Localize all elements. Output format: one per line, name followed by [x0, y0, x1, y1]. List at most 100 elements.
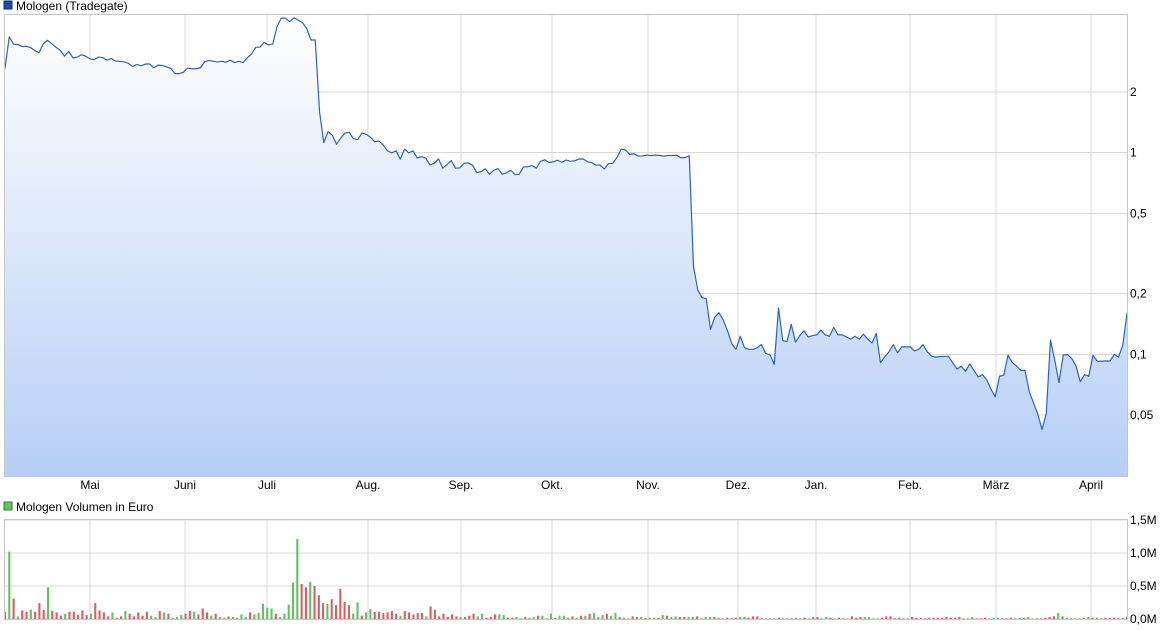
volume-bar	[519, 618, 522, 619]
volume-bar	[373, 611, 376, 619]
volume-bar	[356, 602, 359, 619]
volume-bar	[868, 617, 871, 619]
volume-bar	[855, 617, 858, 619]
x-tick-label: Jan.	[805, 478, 828, 492]
volume-bar	[799, 618, 802, 619]
volume-bar	[825, 617, 828, 619]
volume-bar	[274, 613, 277, 619]
volume-bar	[653, 617, 656, 619]
volume-bar	[923, 618, 926, 619]
volume-bar	[945, 617, 948, 619]
volume-legend-swatch	[3, 501, 13, 511]
volume-bar	[55, 612, 58, 619]
volume-bar	[197, 614, 200, 619]
volume-bar	[760, 617, 763, 619]
volume-bar	[734, 617, 737, 619]
volume-bar	[236, 617, 239, 619]
volume-bars	[3, 539, 1129, 619]
volume-bar	[193, 611, 196, 619]
x-tick-label: Mai	[80, 478, 99, 492]
volume-bar	[137, 612, 140, 619]
volume-bar	[954, 617, 957, 619]
price-plot-frame	[4, 14, 1128, 477]
volume-bar	[1044, 617, 1047, 619]
volume-bar	[206, 612, 209, 619]
volume-bar	[485, 617, 488, 619]
volume-bar	[1104, 617, 1107, 619]
volume-bar	[433, 609, 436, 619]
price-y-tick-label: 0,5	[1130, 206, 1147, 220]
volume-bar	[489, 617, 492, 619]
volume-bar	[704, 617, 707, 619]
volume-bar	[971, 617, 974, 619]
volume-y-tick-label: 1,5M	[1130, 513, 1157, 527]
volume-bar	[580, 615, 583, 619]
volume-bar	[468, 615, 471, 619]
volume-bar	[794, 617, 798, 619]
volume-bar	[132, 616, 136, 619]
volume-bar	[1065, 617, 1068, 619]
volume-bar	[1039, 618, 1043, 619]
volume-bar	[257, 613, 260, 619]
volume-bar	[1027, 617, 1030, 619]
volume-bar	[218, 617, 221, 619]
volume-bar	[72, 611, 75, 619]
volume-bar	[837, 617, 841, 619]
volume-bar	[34, 611, 37, 619]
volume-bar	[1091, 617, 1094, 619]
volume-bar	[390, 611, 393, 619]
volume-bar	[188, 611, 191, 619]
volume-bar	[472, 613, 475, 619]
volume-bar	[175, 617, 178, 619]
volume-bar	[1005, 618, 1008, 619]
volume-bar	[549, 613, 552, 619]
volume-bar	[713, 617, 716, 619]
volume-bar	[334, 605, 338, 619]
volume-bar	[1009, 617, 1012, 619]
volume-bar	[360, 615, 363, 619]
volume-bar	[412, 614, 415, 619]
volume-bar	[253, 614, 256, 619]
volume-bar	[803, 617, 806, 619]
volume-bar	[167, 613, 170, 619]
volume-bar	[717, 617, 720, 619]
volume-bar	[859, 617, 862, 619]
volume-bar	[928, 617, 931, 619]
volume-bar	[541, 615, 544, 619]
volume-bar	[588, 613, 591, 619]
volume-bar	[532, 617, 535, 619]
volume-bar	[597, 617, 600, 619]
volume-bar	[584, 615, 587, 619]
volume-bar	[107, 616, 110, 619]
volume-bar	[77, 615, 80, 619]
volume-bar	[1014, 618, 1017, 619]
volume-bar	[223, 617, 226, 619]
volume-bar	[696, 616, 699, 619]
volume-bar	[592, 613, 595, 619]
volume-bar	[605, 613, 608, 619]
volume-bar	[687, 617, 690, 619]
x-tick-label: Feb.	[898, 478, 922, 492]
volume-bar	[627, 618, 630, 619]
volume-bar	[975, 618, 978, 619]
volume-bar	[1052, 616, 1055, 619]
volume-bar	[46, 587, 50, 619]
volume-bar	[68, 611, 71, 619]
volume-bar	[958, 617, 961, 619]
volume-bar	[481, 613, 484, 619]
volume-bar	[1108, 617, 1111, 619]
volume-bar	[326, 603, 329, 619]
volume-bar	[141, 615, 144, 619]
volume-bar	[919, 617, 922, 619]
volume-grid	[5, 519, 1127, 620]
price-y-tick-label: 1	[1130, 146, 1137, 160]
price-legend-label: Mologen (Tradegate)	[16, 0, 128, 13]
volume-bar	[1113, 617, 1116, 619]
price-y-tick-label: 0,05	[1130, 408, 1154, 422]
volume-bar	[751, 616, 755, 619]
volume-bar	[790, 618, 793, 619]
volume-bar	[339, 588, 342, 619]
volume-bar	[386, 612, 389, 619]
